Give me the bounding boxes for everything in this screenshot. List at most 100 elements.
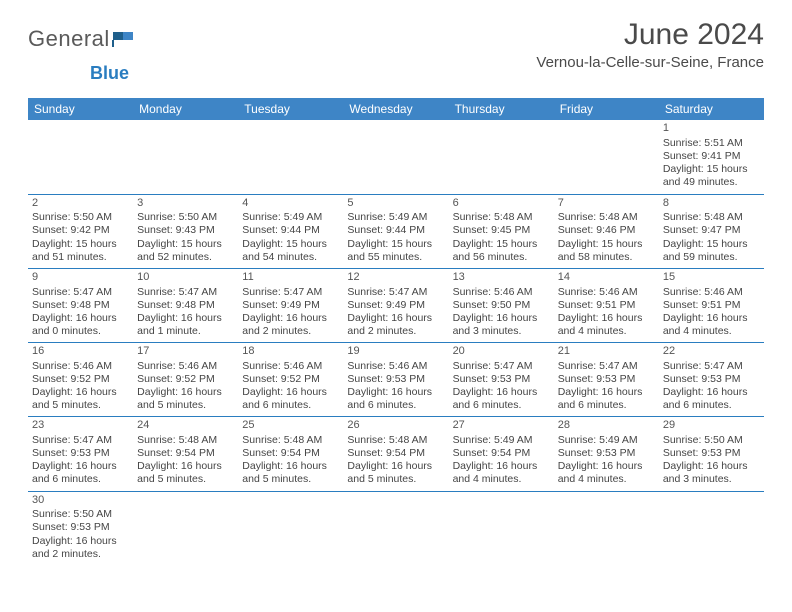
day-number: 2 xyxy=(32,197,129,211)
calendar-day-cell xyxy=(238,120,343,194)
day-number: 29 xyxy=(663,419,760,433)
sunrise-text: Sunrise: 5:51 AM xyxy=(663,137,760,150)
calendar-day-cell: 14Sunrise: 5:46 AMSunset: 9:51 PMDayligh… xyxy=(554,268,659,342)
calendar-day-cell xyxy=(343,120,448,194)
sunset-text: Sunset: 9:44 PM xyxy=(347,224,444,237)
day-number: 12 xyxy=(347,271,444,285)
month-title: June 2024 xyxy=(536,18,764,52)
daylight-text: Daylight: 16 hours xyxy=(558,460,655,473)
day-number: 30 xyxy=(32,494,129,508)
daylight-text: Daylight: 16 hours xyxy=(453,386,550,399)
sunrise-text: Sunrise: 5:49 AM xyxy=(453,434,550,447)
flag-icon xyxy=(112,30,134,48)
sunset-text: Sunset: 9:52 PM xyxy=(32,373,129,386)
sunset-text: Sunset: 9:50 PM xyxy=(453,299,550,312)
calendar-day-cell xyxy=(659,491,764,565)
daylight-text: Daylight: 16 hours xyxy=(453,460,550,473)
calendar-day-cell: 15Sunrise: 5:46 AMSunset: 9:51 PMDayligh… xyxy=(659,268,764,342)
sunset-text: Sunset: 9:54 PM xyxy=(242,447,339,460)
sunset-text: Sunset: 9:53 PM xyxy=(663,373,760,386)
calendar-day-cell: 25Sunrise: 5:48 AMSunset: 9:54 PMDayligh… xyxy=(238,417,343,491)
day-number: 5 xyxy=(347,197,444,211)
sunset-text: Sunset: 9:48 PM xyxy=(32,299,129,312)
sunrise-text: Sunrise: 5:47 AM xyxy=(242,286,339,299)
calendar-day-cell xyxy=(238,491,343,565)
calendar-day-cell: 10Sunrise: 5:47 AMSunset: 9:48 PMDayligh… xyxy=(133,268,238,342)
daylight-text: Daylight: 16 hours xyxy=(347,460,444,473)
daylight-text: and 2 minutes. xyxy=(242,325,339,338)
sunrise-text: Sunrise: 5:46 AM xyxy=(242,360,339,373)
calendar-day-cell: 17Sunrise: 5:46 AMSunset: 9:52 PMDayligh… xyxy=(133,343,238,417)
sunset-text: Sunset: 9:42 PM xyxy=(32,224,129,237)
calendar-day-cell: 21Sunrise: 5:47 AMSunset: 9:53 PMDayligh… xyxy=(554,343,659,417)
daylight-text: and 4 minutes. xyxy=(453,473,550,486)
sunset-text: Sunset: 9:46 PM xyxy=(558,224,655,237)
sunset-text: Sunset: 9:53 PM xyxy=(663,447,760,460)
day-number: 10 xyxy=(137,271,234,285)
daylight-text: Daylight: 16 hours xyxy=(32,386,129,399)
sunrise-text: Sunrise: 5:48 AM xyxy=(242,434,339,447)
day-number: 17 xyxy=(137,345,234,359)
daylight-text: and 3 minutes. xyxy=(663,473,760,486)
daylight-text: and 1 minute. xyxy=(137,325,234,338)
daylight-text: and 6 minutes. xyxy=(453,399,550,412)
weekday-header: Friday xyxy=(554,98,659,120)
daylight-text: and 4 minutes. xyxy=(663,325,760,338)
daylight-text: and 0 minutes. xyxy=(32,325,129,338)
day-number: 21 xyxy=(558,345,655,359)
day-number: 16 xyxy=(32,345,129,359)
sunrise-text: Sunrise: 5:46 AM xyxy=(453,286,550,299)
daylight-text: and 6 minutes. xyxy=(242,399,339,412)
day-number: 19 xyxy=(347,345,444,359)
day-number: 24 xyxy=(137,419,234,433)
sunset-text: Sunset: 9:51 PM xyxy=(663,299,760,312)
daylight-text: Daylight: 15 hours xyxy=(663,163,760,176)
calendar-day-cell xyxy=(449,120,554,194)
daylight-text: and 6 minutes. xyxy=(558,399,655,412)
sunset-text: Sunset: 9:49 PM xyxy=(347,299,444,312)
sunset-text: Sunset: 9:49 PM xyxy=(242,299,339,312)
daylight-text: Daylight: 16 hours xyxy=(32,535,129,548)
logo-text-main: General xyxy=(28,26,110,52)
day-number: 7 xyxy=(558,197,655,211)
weekday-header: Saturday xyxy=(659,98,764,120)
sunrise-text: Sunrise: 5:48 AM xyxy=(137,434,234,447)
weekday-header: Sunday xyxy=(28,98,133,120)
daylight-text: Daylight: 15 hours xyxy=(347,238,444,251)
calendar-body: 1Sunrise: 5:51 AMSunset: 9:41 PMDaylight… xyxy=(28,120,764,565)
daylight-text: Daylight: 15 hours xyxy=(32,238,129,251)
sunrise-text: Sunrise: 5:47 AM xyxy=(32,434,129,447)
daylight-text: Daylight: 16 hours xyxy=(558,386,655,399)
daylight-text: and 49 minutes. xyxy=(663,176,760,189)
calendar-day-cell xyxy=(554,491,659,565)
sunrise-text: Sunrise: 5:47 AM xyxy=(453,360,550,373)
daylight-text: and 4 minutes. xyxy=(558,325,655,338)
calendar-week-row: 30Sunrise: 5:50 AMSunset: 9:53 PMDayligh… xyxy=(28,491,764,565)
calendar-day-cell: 16Sunrise: 5:46 AMSunset: 9:52 PMDayligh… xyxy=(28,343,133,417)
day-number: 3 xyxy=(137,197,234,211)
logo: General xyxy=(28,26,134,52)
daylight-text: Daylight: 16 hours xyxy=(137,386,234,399)
sunset-text: Sunset: 9:48 PM xyxy=(137,299,234,312)
sunset-text: Sunset: 9:43 PM xyxy=(137,224,234,237)
sunrise-text: Sunrise: 5:47 AM xyxy=(32,286,129,299)
daylight-text: and 55 minutes. xyxy=(347,251,444,264)
calendar-day-cell: 20Sunrise: 5:47 AMSunset: 9:53 PMDayligh… xyxy=(449,343,554,417)
daylight-text: Daylight: 16 hours xyxy=(242,386,339,399)
day-number: 18 xyxy=(242,345,339,359)
day-number: 28 xyxy=(558,419,655,433)
calendar-day-cell: 6Sunrise: 5:48 AMSunset: 9:45 PMDaylight… xyxy=(449,194,554,268)
sunrise-text: Sunrise: 5:46 AM xyxy=(347,360,444,373)
sunrise-text: Sunrise: 5:49 AM xyxy=(242,211,339,224)
sunset-text: Sunset: 9:44 PM xyxy=(242,224,339,237)
day-number: 26 xyxy=(347,419,444,433)
sunrise-text: Sunrise: 5:48 AM xyxy=(663,211,760,224)
calendar-day-cell xyxy=(133,491,238,565)
calendar-week-row: 1Sunrise: 5:51 AMSunset: 9:41 PMDaylight… xyxy=(28,120,764,194)
calendar-week-row: 9Sunrise: 5:47 AMSunset: 9:48 PMDaylight… xyxy=(28,268,764,342)
daylight-text: Daylight: 16 hours xyxy=(137,460,234,473)
day-number: 8 xyxy=(663,197,760,211)
weekday-header: Thursday xyxy=(449,98,554,120)
daylight-text: and 5 minutes. xyxy=(242,473,339,486)
calendar-day-cell: 7Sunrise: 5:48 AMSunset: 9:46 PMDaylight… xyxy=(554,194,659,268)
